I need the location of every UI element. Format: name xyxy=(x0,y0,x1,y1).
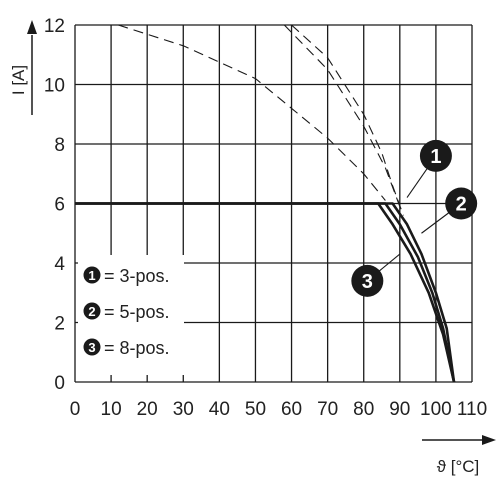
y-tick-label: 2 xyxy=(54,314,65,335)
y-axis-label: I [A] xyxy=(9,65,28,95)
callout-marker-number: 2 xyxy=(456,194,467,216)
x-tick-label: 80 xyxy=(353,399,374,420)
series-2-derated-line xyxy=(75,202,456,383)
y-tick-label: 4 xyxy=(54,254,65,275)
callout-marker-3 xyxy=(351,264,384,297)
series-3-derated-line xyxy=(75,202,456,383)
grid xyxy=(74,24,473,383)
series-3-theoretical-line xyxy=(118,24,386,201)
y-tick-label: 6 xyxy=(54,195,65,216)
callout-marker-2 xyxy=(445,187,478,220)
legend-entry-label: = 3-pos. xyxy=(104,266,170,286)
legend-marker-1 xyxy=(83,266,101,284)
legend: 1 = 3-pos. 2 = 5-pos. 3 = 8-pos. xyxy=(78,255,184,375)
callout-marker-number: 3 xyxy=(362,271,373,293)
x-tick-label: 40 xyxy=(209,399,230,420)
legend-marker-3 xyxy=(83,338,101,356)
x-tick-label: 10 xyxy=(101,399,122,420)
x-tick-label: 90 xyxy=(389,399,410,420)
y-tick-label: 0 xyxy=(54,373,65,394)
x-tick-label: 60 xyxy=(281,399,302,420)
series-1-derated-line xyxy=(75,202,456,383)
legend-marker-number: 2 xyxy=(88,304,95,319)
callout-marker-number: 1 xyxy=(430,146,441,168)
x-tick-label: 20 xyxy=(137,399,158,420)
x-tick-label: 110 xyxy=(457,399,487,420)
series-2-theoretical-line xyxy=(283,24,401,207)
x-tick-label: 30 xyxy=(173,399,194,420)
legend-marker-number: 3 xyxy=(88,340,95,355)
series-lines xyxy=(75,24,456,383)
y-tick-label: 10 xyxy=(44,76,65,97)
legend-marker-number: 1 xyxy=(88,268,95,283)
y-axis-arrowhead xyxy=(27,20,37,34)
callout-marker-1 xyxy=(419,139,452,172)
x-tick-label: 0 xyxy=(70,399,81,420)
legend-entry-label: = 8-pos. xyxy=(104,338,170,358)
series-1-theoretical-line xyxy=(291,24,404,216)
y-tick-label: 8 xyxy=(54,135,65,156)
y-tick-label: 12 xyxy=(44,16,65,37)
x-tick-label: 70 xyxy=(317,399,338,420)
x-tick-label: 100 xyxy=(420,399,452,420)
x-tick-label: 50 xyxy=(245,399,266,420)
x-axis-label: ϑ [°C] xyxy=(437,457,480,476)
legend-entry-label: = 5-pos. xyxy=(104,302,170,322)
callouts: 1 2 3 xyxy=(351,139,478,297)
legend-marker-2 xyxy=(83,302,101,320)
x-axis-arrowhead xyxy=(482,435,496,445)
